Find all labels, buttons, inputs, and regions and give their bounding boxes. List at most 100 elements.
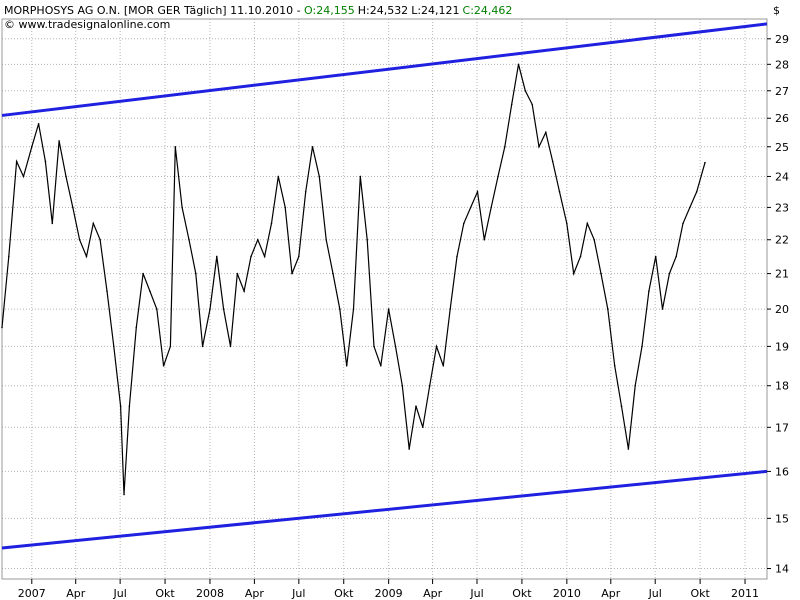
header-low: L:24,121 [411, 4, 459, 17]
price-point [517, 63, 520, 66]
price-point [201, 345, 204, 348]
price-point [689, 206, 691, 209]
price-point [209, 308, 211, 310]
y-tick-label: 14 [775, 563, 789, 576]
x-tick-label: Apr [601, 587, 621, 600]
price-point [551, 160, 554, 163]
y-tick-label: 29 [775, 33, 789, 46]
trendline [1, 469, 768, 550]
price-point [641, 345, 643, 348]
price-point [284, 206, 286, 209]
price-point [704, 161, 706, 164]
price-point [263, 255, 266, 258]
x-tick-label: Jul [291, 587, 305, 600]
price-point [311, 145, 314, 148]
price-point [135, 326, 138, 329]
header-open: O:24,155 [304, 4, 355, 17]
x-tick-label: 2008 [196, 587, 224, 600]
price-point [634, 384, 636, 387]
price-point [298, 255, 300, 258]
price-point [352, 308, 355, 310]
x-tick-label: 2011 [731, 587, 759, 600]
copyright-notice: © www.tradesignalonline.com [4, 18, 170, 31]
chart-header: MORPHOSYS AG O.N. [MOR GER Täglich] 11.1… [4, 4, 512, 17]
grid [2, 19, 767, 579]
y-tick-label: 18 [775, 380, 789, 393]
y-tick-label: 15 [775, 512, 789, 525]
price-point [449, 308, 451, 310]
price-point [222, 308, 225, 310]
price-point [497, 175, 499, 178]
price-point [119, 405, 122, 408]
price-point [58, 140, 60, 142]
price-point [30, 145, 33, 148]
price-point [428, 384, 431, 387]
price-point [257, 238, 259, 241]
price-point [359, 175, 362, 178]
y-tick-label: 16 [775, 465, 789, 478]
price-point [600, 272, 602, 275]
price-point [531, 103, 533, 106]
price-point [345, 364, 348, 367]
price-point [332, 272, 334, 275]
price-point [216, 255, 218, 258]
price-point [37, 123, 40, 125]
price-point [325, 238, 327, 241]
price-point [99, 238, 101, 241]
price-point [627, 448, 630, 450]
price-point [339, 308, 341, 310]
price-point [668, 272, 671, 275]
y-tick-label: 27 [775, 85, 789, 98]
x-tick-label: Okt [334, 587, 354, 600]
price-point [476, 190, 479, 193]
price-point [181, 206, 183, 209]
trendline [1, 22, 768, 117]
price-point [469, 206, 472, 209]
price-point [504, 145, 506, 148]
price-point [8, 255, 10, 258]
y-tick-label: 21 [775, 268, 789, 281]
x-tick-label: 2007 [18, 587, 46, 600]
price-point [558, 190, 561, 193]
y-tick-label: 22 [775, 234, 789, 247]
price-point [579, 255, 582, 258]
price-point [380, 364, 382, 367]
y-tick-label: 24 [775, 170, 789, 183]
price-point [661, 308, 664, 310]
price-point [490, 206, 492, 209]
price-point [65, 175, 67, 178]
price-point [422, 426, 424, 429]
price-point [654, 255, 657, 258]
price-point [442, 364, 445, 367]
y-tick-label: 26 [775, 112, 789, 125]
price-point [394, 345, 397, 348]
x-tick-label: Okt [690, 587, 710, 600]
price-point [607, 308, 609, 310]
y-tick-label: 23 [775, 201, 789, 214]
price-point [195, 272, 197, 275]
price-point [483, 238, 486, 241]
y-tick-label: 28 [775, 58, 789, 71]
x-tick-label: Jul [113, 587, 127, 600]
price-point [123, 493, 125, 496]
y-axis: 14 15 16 17 18 19 20 21 22 23 24 25 26 27 28 29 [767, 33, 789, 576]
price-point [682, 222, 684, 225]
price-point [510, 103, 513, 106]
price-point [51, 222, 54, 225]
price-point [435, 345, 438, 348]
y-tick-label: 19 [775, 340, 789, 353]
price-point [112, 345, 115, 348]
price-point [229, 345, 232, 348]
price-point [538, 145, 540, 148]
x-tick-label: 2009 [375, 587, 403, 600]
y-tick-label: 17 [775, 421, 789, 434]
price-point [78, 238, 81, 241]
price-point [613, 364, 616, 367]
price-point [22, 175, 25, 178]
price-line [1, 64, 706, 495]
y-tick-label: 20 [775, 303, 789, 316]
price-point [304, 190, 307, 193]
x-axis: 2007 Apr Jul Okt 2008 Apr Jul Okt 2009 Apr Jul Okt 2… [18, 579, 759, 600]
price-point [524, 89, 527, 92]
price-point [236, 272, 239, 275]
